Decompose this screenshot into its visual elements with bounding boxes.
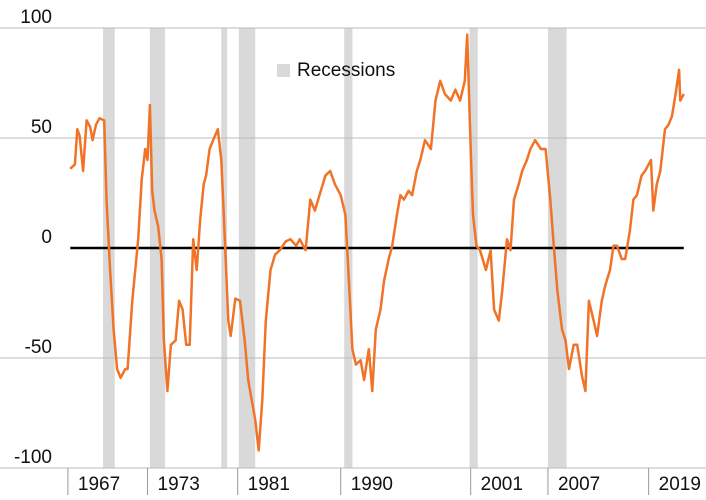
x-tick-label: 1967 — [78, 474, 120, 495]
y-tick-label: 50 — [31, 117, 52, 138]
y-tick-label: 100 — [20, 7, 52, 28]
legend-label: Recessions — [297, 60, 395, 81]
x-tick-label: 1973 — [158, 474, 200, 495]
y-tick-label: 0 — [41, 227, 52, 248]
x-tick-label: 2007 — [558, 474, 600, 495]
data-line — [69, 33, 685, 452]
x-tick-label: 2001 — [481, 474, 523, 495]
y-tick-label: -100 — [14, 447, 52, 468]
x-tick-label: 1981 — [248, 474, 290, 495]
y-tick-label: -50 — [25, 337, 52, 358]
x-tick-label: 2019 — [659, 474, 701, 495]
x-tick-label: 1990 — [351, 474, 393, 495]
legend-swatch — [277, 64, 290, 77]
